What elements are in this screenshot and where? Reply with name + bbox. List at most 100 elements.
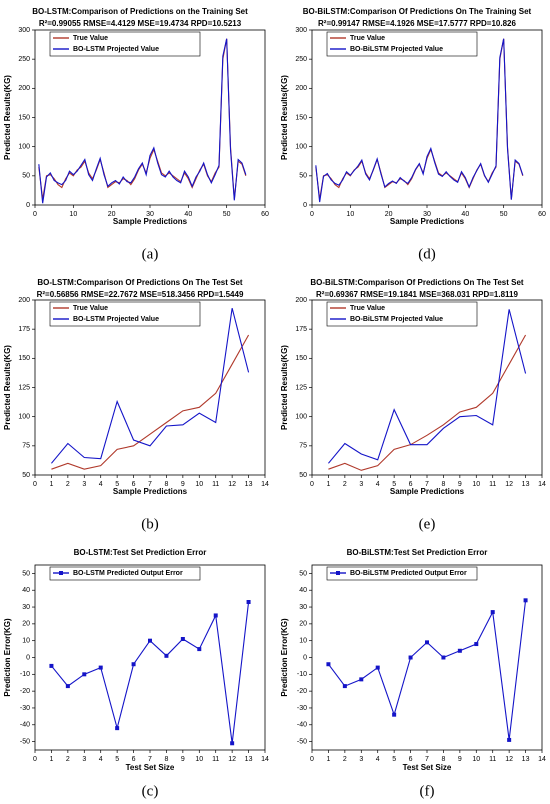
y-tick-label: 30 bbox=[299, 604, 307, 611]
legend-label: True Value bbox=[73, 35, 108, 42]
point bbox=[82, 672, 87, 677]
x-tick-label: 8 bbox=[441, 756, 445, 763]
x-tick-label: 0 bbox=[310, 756, 314, 763]
y-tick-label: 300 bbox=[18, 27, 30, 34]
x-tick-label: 11 bbox=[212, 481, 219, 488]
x-tick-label: 11 bbox=[212, 756, 219, 763]
x-tick-label: 40 bbox=[461, 211, 469, 218]
x-tick-label: 4 bbox=[99, 481, 103, 488]
y-tick-label: 100 bbox=[18, 144, 30, 151]
x-tick-label: 3 bbox=[359, 756, 363, 763]
point bbox=[246, 600, 251, 604]
x-tick-label: 10 bbox=[472, 756, 480, 763]
y-tick-label: 0 bbox=[26, 654, 30, 661]
x-tick-label: 9 bbox=[181, 756, 185, 763]
legend-box bbox=[326, 31, 478, 57]
panel-label: (c) bbox=[142, 783, 159, 799]
x-tick-label: 13 bbox=[245, 756, 253, 763]
y-tick-label: 50 bbox=[299, 570, 307, 577]
panel-label: (e) bbox=[419, 516, 436, 532]
legend-label: BO-LSTM Projected Value bbox=[73, 316, 159, 323]
series-line bbox=[51, 601, 250, 744]
x-tick-label: 6 bbox=[409, 481, 413, 488]
y-tick-label: 200 bbox=[295, 85, 307, 92]
legend-label: BO-BiLSTM Predicted Output Error bbox=[350, 570, 467, 577]
x-tick-label: 12 bbox=[228, 481, 236, 488]
y-tick-label: -10 bbox=[20, 671, 30, 678]
point bbox=[65, 684, 70, 689]
x-tick-label: 13 bbox=[522, 481, 530, 488]
plot-frame bbox=[34, 564, 266, 751]
y-tick-label: 200 bbox=[295, 297, 307, 304]
x-tick-label: 50 bbox=[223, 211, 231, 218]
point bbox=[457, 648, 462, 653]
chart-subtitle: R²=0.99055 RMSE=4.4129 MSE=19.4734 RPD=1… bbox=[39, 19, 242, 28]
point bbox=[359, 677, 364, 682]
legend-box bbox=[326, 566, 478, 581]
x-tick-label: 10 bbox=[69, 211, 77, 218]
y-tick-label: 75 bbox=[299, 443, 307, 450]
x-axis-label: Sample Predictions bbox=[113, 217, 188, 226]
y-tick-label: 150 bbox=[18, 114, 30, 121]
y-axis-label: Prediction Error(KG) bbox=[3, 618, 12, 697]
y-tick-label: 50 bbox=[299, 173, 307, 180]
x-tick-label: 12 bbox=[505, 481, 513, 488]
point bbox=[164, 653, 169, 658]
point bbox=[392, 712, 397, 717]
point bbox=[408, 655, 413, 660]
x-tick-label: 0 bbox=[33, 481, 37, 488]
chart-subtitle: R²=0.69367 RMSE=19.1841 MSE=368.031 RPD=… bbox=[316, 290, 518, 299]
x-tick-label: 7 bbox=[425, 481, 429, 488]
chart-subtitle: R²=0.99147 RMSE=4.1926 MSE=17.5777 RPD=1… bbox=[318, 19, 516, 28]
x-tick-label: 14 bbox=[538, 756, 546, 763]
y-tick-label: -50 bbox=[20, 738, 30, 745]
point bbox=[98, 665, 103, 670]
chart-title: BO-BiLSTM:Comparison Of Predictions On T… bbox=[303, 7, 532, 16]
x-tick-label: 30 bbox=[423, 211, 431, 218]
y-tick-label: 175 bbox=[18, 326, 30, 333]
legend-marker bbox=[336, 571, 340, 575]
point bbox=[148, 638, 152, 643]
x-tick-label: 2 bbox=[343, 756, 347, 763]
y-tick-label: 50 bbox=[22, 570, 30, 577]
series-line bbox=[328, 309, 527, 464]
x-tick-label: 6 bbox=[132, 481, 136, 488]
panel-label: (b) bbox=[141, 516, 159, 532]
x-tick-label: 9 bbox=[458, 481, 462, 488]
y-tick-label: 100 bbox=[18, 414, 30, 421]
chart-title: BO-LSTM:Comparison of Predictions on the… bbox=[32, 7, 248, 16]
y-tick-label: -10 bbox=[297, 671, 307, 678]
y-tick-label: -30 bbox=[20, 705, 30, 712]
point bbox=[49, 663, 54, 668]
x-tick-label: 30 bbox=[146, 211, 154, 218]
series-line bbox=[38, 38, 247, 204]
y-tick-label: 200 bbox=[18, 297, 30, 304]
x-tick-label: 5 bbox=[392, 756, 396, 763]
series-line bbox=[315, 38, 524, 203]
x-tick-label: 4 bbox=[376, 481, 380, 488]
x-tick-label: 14 bbox=[538, 481, 546, 488]
x-tick-label: 0 bbox=[310, 481, 314, 488]
x-tick-label: 5 bbox=[115, 481, 119, 488]
panel-label: (a) bbox=[142, 246, 159, 262]
point bbox=[213, 613, 218, 618]
legend-label: True Value bbox=[350, 35, 385, 42]
y-axis-label: Predicted Results(KG) bbox=[280, 75, 289, 160]
x-tick-label: 5 bbox=[392, 481, 396, 488]
x-tick-label: 14 bbox=[261, 756, 269, 763]
x-axis-label: Test Set Size bbox=[403, 763, 452, 772]
y-tick-label: -20 bbox=[20, 688, 30, 695]
y-tick-label: 0 bbox=[303, 202, 307, 209]
y-tick-label: 40 bbox=[22, 587, 30, 594]
x-tick-label: 13 bbox=[245, 481, 253, 488]
x-tick-label: 20 bbox=[385, 211, 393, 218]
point bbox=[375, 665, 380, 670]
x-tick-label: 1 bbox=[326, 756, 330, 763]
x-tick-label: 8 bbox=[164, 481, 168, 488]
x-tick-label: 1 bbox=[49, 481, 53, 488]
x-axis-label: Sample Predictions bbox=[390, 487, 465, 496]
y-tick-label: 250 bbox=[18, 56, 30, 63]
y-tick-label: 75 bbox=[22, 443, 30, 450]
x-tick-label: 2 bbox=[66, 481, 70, 488]
x-tick-label: 10 bbox=[195, 481, 203, 488]
